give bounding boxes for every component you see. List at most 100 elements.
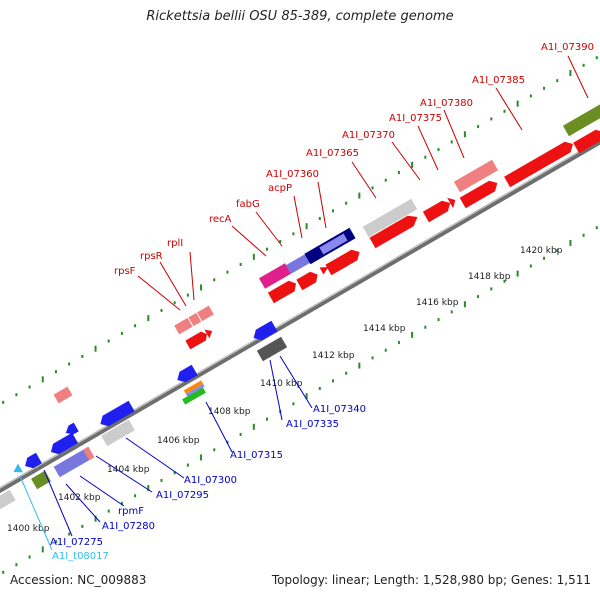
grid-dot	[107, 509, 110, 513]
grid-dot	[318, 387, 321, 391]
grid-dot	[384, 178, 387, 182]
grid-dot	[305, 393, 308, 400]
grid-dot	[94, 345, 97, 352]
grid-dot	[54, 370, 57, 374]
gene-label-A1I_07295[interactable]: A1I_07295	[156, 490, 209, 501]
gene-label-A1I_07340[interactable]: A1I_07340	[313, 404, 366, 415]
grid-dot	[41, 546, 44, 553]
grid-dot	[160, 478, 163, 482]
grid-dot	[543, 86, 546, 90]
gene-label-A1I_07335[interactable]: A1I_07335	[286, 419, 339, 430]
scale-labels: 1400 kbp 1402 kbp 1404 kbp 1406 kbp 1408…	[7, 246, 563, 534]
grid-dot	[450, 310, 453, 314]
grid-dot	[41, 376, 44, 383]
upper-gene-labels: rpsF rpsR rplI recA fabG acpP A1I_07360 …	[114, 42, 594, 277]
grid-dot	[252, 253, 255, 260]
grid-dot	[54, 540, 57, 544]
grid-dot	[569, 69, 572, 76]
grid-dot	[477, 125, 480, 129]
grid-dot	[173, 301, 176, 305]
grid-dot	[292, 402, 295, 406]
grid-dot	[147, 485, 150, 492]
scale-label: 1406 kbp	[157, 436, 200, 446]
grid-dot	[331, 379, 334, 383]
gene-label-recA[interactable]: recA	[209, 214, 232, 225]
grid-dot	[424, 325, 427, 329]
grid-dot	[134, 494, 137, 498]
grid-dot	[582, 63, 585, 67]
grid-dot	[358, 362, 361, 369]
grid-dot	[213, 278, 216, 282]
gene-label-A1I_07385[interactable]: A1I_07385	[472, 75, 525, 86]
gene-label-A1I_07375[interactable]: A1I_07375	[389, 113, 442, 124]
grid-dots	[2, 56, 598, 574]
scale-label: 1408 kbp	[208, 407, 251, 417]
grid-dot	[120, 501, 123, 505]
genome-summary: Topology: linear; Length: 1,528,980 bp; …	[271, 573, 591, 587]
grid-dot	[345, 371, 348, 375]
grid-dot	[503, 279, 506, 283]
grid-dot	[15, 393, 18, 397]
grid-dot	[490, 287, 493, 291]
grid-dot	[68, 532, 71, 536]
grid-dot	[516, 270, 519, 277]
gene-label-A1I_07370[interactable]: A1I_07370	[342, 130, 395, 141]
lower-label-leaders	[43, 355, 313, 537]
grid-dot	[397, 341, 400, 345]
grid-dot	[595, 226, 598, 230]
upper-strand-features	[53, 103, 600, 404]
scale-label: 1420 kbp	[520, 246, 563, 256]
gene-label-A1I_07315[interactable]: A1I_07315	[230, 450, 283, 461]
grid-dot	[529, 264, 532, 268]
gene-label-A1I_t08017[interactable]: A1I_t08017	[52, 551, 109, 562]
grid-dot	[68, 362, 71, 366]
gene-label-A1I_07280[interactable]: A1I_07280	[102, 521, 155, 532]
grid-dot	[160, 308, 163, 312]
gene-label-rpmF[interactable]: rpmF	[118, 506, 144, 517]
gene-label-rplI[interactable]: rplI	[167, 238, 183, 249]
grid-dot	[266, 247, 269, 251]
grid-dot	[569, 239, 572, 246]
grid-dot	[200, 454, 203, 461]
gene-label-fabG[interactable]: fabG	[236, 199, 260, 210]
grid-dot	[331, 209, 334, 213]
grid-dot	[213, 448, 216, 452]
gene-label-A1I_07275[interactable]: A1I_07275	[50, 537, 103, 548]
upper-label-leaders	[137, 55, 589, 311]
grid-dot	[503, 109, 506, 113]
accession-label: Accession: NC_009883	[10, 573, 147, 587]
lower-gene-labels: A1I_07275 A1I_07280 rpmF A1I_07295 A1I_0…	[50, 404, 366, 548]
grid-dot	[529, 94, 532, 98]
grid-dot	[490, 117, 493, 121]
grid-dot	[424, 155, 427, 159]
grid-dot	[411, 161, 414, 168]
gene-label-A1I_07300[interactable]: A1I_07300	[184, 475, 237, 486]
gene-label-A1I_07380[interactable]: A1I_07380	[420, 98, 473, 109]
gene-label-acpP[interactable]: acpP	[268, 183, 292, 194]
grid-dot	[2, 400, 5, 404]
grid-dot	[318, 217, 321, 221]
grid-dot	[239, 262, 242, 266]
grid-dot	[292, 232, 295, 236]
gene-label-A1I_07390[interactable]: A1I_07390	[541, 42, 594, 53]
gene-label-rpsF[interactable]: rpsF	[114, 266, 136, 277]
grid-dot	[371, 186, 374, 190]
lower-strand-features	[0, 320, 288, 511]
grid-dot	[463, 131, 466, 138]
grid-dot	[463, 301, 466, 308]
grid-dot	[595, 56, 598, 60]
grid-dot	[397, 171, 400, 175]
gene-label-A1I_07360[interactable]: A1I_07360	[266, 169, 319, 180]
grid-dot	[226, 440, 229, 444]
grid-dot	[186, 293, 189, 297]
gene-label-A1I_07365[interactable]: A1I_07365	[306, 148, 359, 159]
grid-dot	[411, 331, 414, 338]
grid-dot	[200, 284, 203, 291]
grid-dot	[28, 555, 31, 559]
grid-dot	[239, 432, 242, 436]
gene-label-rpsR[interactable]: rpsR	[140, 251, 163, 262]
genome-backbone	[0, 138, 600, 494]
scale-label: 1400 kbp	[7, 524, 50, 534]
grid-dot	[582, 233, 585, 237]
